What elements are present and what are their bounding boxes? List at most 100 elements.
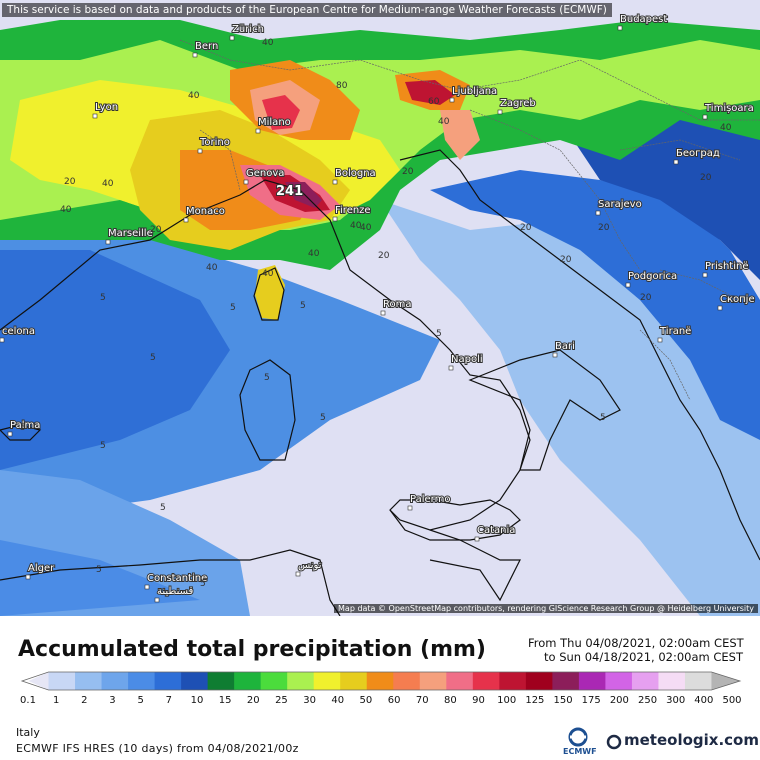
ecmwf-data-notice: This service is based on data and produc… bbox=[2, 3, 612, 17]
precipitation-map bbox=[0, 0, 760, 616]
contour-label: 5 bbox=[150, 353, 156, 363]
contour-label: 20 bbox=[150, 225, 162, 235]
city-label: celona bbox=[2, 326, 35, 337]
city-marker: Београд bbox=[673, 147, 721, 165]
meteologix-logo-icon bbox=[606, 734, 622, 750]
city-marker: Palermo bbox=[407, 493, 451, 511]
city-label: Podgorica bbox=[628, 271, 677, 282]
contour-label: 40 bbox=[262, 269, 274, 279]
color-scale-tick-label: 70 bbox=[415, 695, 429, 706]
region-name: Italy bbox=[16, 726, 40, 739]
color-scale-segment bbox=[472, 672, 500, 690]
city-label: Genova bbox=[246, 168, 284, 179]
color-scale-segment bbox=[499, 672, 527, 690]
city-marker: Bari bbox=[552, 340, 576, 358]
color-scale-segment bbox=[605, 672, 633, 690]
city-marker: celona bbox=[0, 325, 36, 343]
city-marker: Timișoara bbox=[702, 102, 755, 120]
color-scale-segment bbox=[631, 672, 659, 690]
color-scale-tick-label: 50 bbox=[359, 695, 373, 706]
contour-label: 40 bbox=[360, 223, 372, 233]
city-marker: Sarajevo bbox=[595, 198, 643, 216]
color-scale-segment bbox=[28, 672, 49, 690]
city-marker: Monaco bbox=[183, 205, 226, 223]
color-scale-ticks: 0.1 1 2 3 5 7 10 15 20 25 30 40 50 60 70 80 90 100 125 150 1… bbox=[0, 695, 760, 711]
city-marker: Firenze bbox=[332, 204, 372, 222]
city-label: Скопје bbox=[720, 293, 755, 305]
contour-label: 5 bbox=[264, 373, 270, 383]
color-scale-tick-label: 200 bbox=[609, 695, 629, 706]
city-marker: Marseille bbox=[105, 227, 154, 245]
color-scale-segment bbox=[75, 672, 103, 690]
color-scale-segment bbox=[101, 672, 129, 690]
city-marker: Prishtinë bbox=[702, 260, 749, 278]
city-label: Napoli bbox=[451, 354, 483, 365]
legend-title: Accumulated total precipitation (mm) bbox=[18, 637, 486, 662]
color-scale-tick-label: 125 bbox=[525, 695, 545, 706]
city-label: Roma bbox=[383, 299, 412, 310]
color-scale-tick-label: 80 bbox=[444, 695, 457, 706]
color-scale-segment bbox=[287, 672, 315, 690]
ecmwf-logo-icon bbox=[568, 727, 588, 747]
color-scale-segment bbox=[207, 672, 235, 690]
contour-label: 5 bbox=[600, 413, 606, 423]
color-scale-tick-label: 25 bbox=[275, 695, 288, 706]
contour-label: 40 bbox=[102, 179, 114, 189]
city-marker: قسنطينة bbox=[154, 585, 195, 603]
color-scale-tick-label: 10 bbox=[190, 695, 204, 706]
color-scale-segment bbox=[446, 672, 474, 690]
period-to: to Sun 04/18/2021, 02:00am CEST bbox=[544, 650, 743, 664]
color-scale-tick-label: 60 bbox=[387, 695, 401, 706]
period-from: From Thu 04/08/2021, 02:00am CEST bbox=[528, 636, 744, 650]
color-scale-tick-label: 15 bbox=[218, 695, 232, 706]
city-label: Constantine bbox=[147, 573, 207, 584]
city-marker: Lyon bbox=[92, 101, 119, 119]
city-marker: Constantine bbox=[144, 572, 208, 590]
city-label: Zürich bbox=[232, 24, 264, 35]
city-marker: Alger bbox=[25, 562, 56, 580]
color-scale-tick-label: 250 bbox=[637, 695, 658, 706]
contour-label: 20 bbox=[402, 167, 414, 177]
color-scale-segment bbox=[313, 672, 341, 690]
color-scale-segment bbox=[684, 672, 712, 690]
city-label: تونس bbox=[298, 560, 322, 571]
contour-label: 20 bbox=[378, 251, 390, 261]
city-marker: تونس bbox=[295, 559, 323, 577]
city-label: Sarajevo bbox=[598, 199, 642, 210]
color-scale-segment bbox=[658, 672, 686, 690]
city-marker: Скопје bbox=[717, 292, 756, 311]
contour-label: 5 bbox=[160, 503, 166, 513]
map-labels: Budapest Bern Zürich Lyon Milano LjubljanaZag… bbox=[0, 13, 756, 603]
city-marker: Catania bbox=[474, 524, 516, 542]
color-scale-segment bbox=[366, 672, 394, 690]
city-label: Budapest bbox=[620, 14, 667, 25]
color-scale bbox=[20, 671, 742, 691]
city-label: Firenze bbox=[335, 205, 371, 216]
color-scale-segment bbox=[181, 672, 209, 690]
city-marker: Torino bbox=[197, 136, 231, 154]
contour-label: 40 bbox=[720, 123, 732, 133]
contour-label: 5 bbox=[436, 329, 442, 339]
city-label: Catania bbox=[477, 525, 515, 536]
color-scale-segment bbox=[340, 672, 368, 690]
color-scale-segment bbox=[552, 672, 580, 690]
contour-label: 20 bbox=[560, 255, 572, 265]
color-scale-tick-label: 400 bbox=[694, 695, 714, 706]
contour-label: 5 bbox=[100, 441, 106, 451]
city-label: Palermo bbox=[410, 494, 450, 505]
city-label: Lyon bbox=[95, 102, 118, 113]
city-label: Ljubljana bbox=[452, 86, 497, 97]
color-scale-tick-label: 20 bbox=[246, 695, 260, 706]
contour-label: 5 bbox=[20, 423, 26, 433]
color-scale-tick-label: 300 bbox=[666, 695, 686, 706]
contour-label: 40 bbox=[438, 117, 450, 127]
contour-label: 80 bbox=[336, 81, 348, 91]
meteologix-brand[interactable]: meteologix.com bbox=[624, 731, 759, 749]
color-scale-segment bbox=[711, 672, 740, 690]
color-scale-tick-label: 150 bbox=[553, 695, 573, 706]
city-marker: Zürich bbox=[229, 23, 265, 41]
color-scale-tick-label: 175 bbox=[581, 695, 601, 706]
city-label: Monaco bbox=[186, 206, 225, 217]
city-label: Palma bbox=[10, 420, 40, 431]
city-label: Alger bbox=[28, 563, 55, 574]
